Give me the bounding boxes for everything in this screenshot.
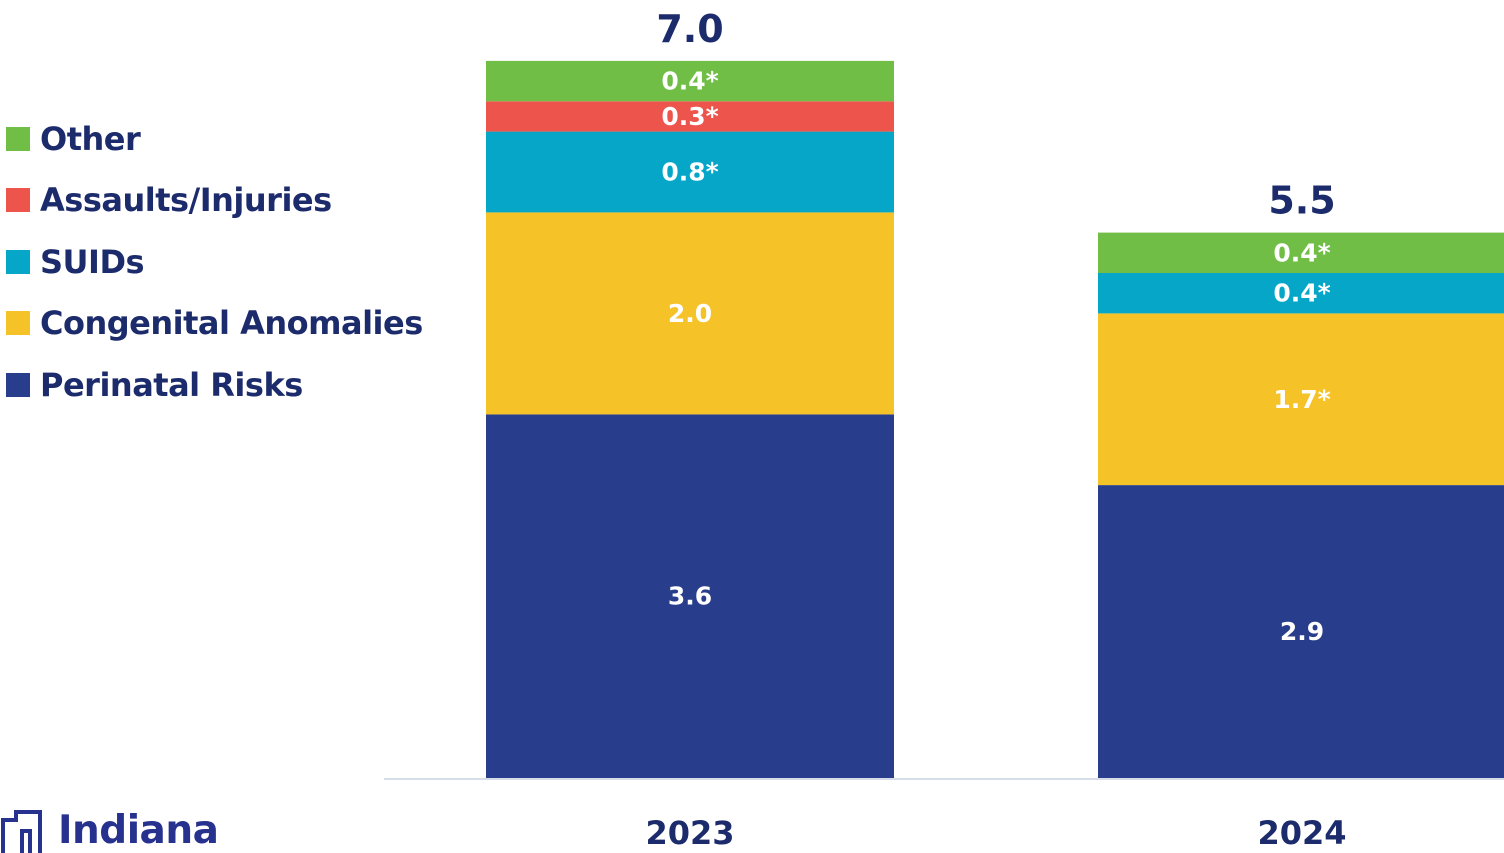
data-label-perinatal-risks-2024: 2.9 [1280, 617, 1324, 646]
legend-item-congenital-anomalies: Congenital Anomalies [6, 293, 423, 355]
bar-segment-other-2024 [1098, 232, 1504, 273]
bar-segment-perinatal-risks-2023 [486, 414, 894, 778]
bar-segment-suids-2024 [1098, 273, 1504, 314]
legend-label-perinatal-risks: Perinatal Risks [40, 365, 303, 404]
data-label-suids-2024: 0.4* [1273, 279, 1330, 308]
legend-item-suids: SUIDs [6, 231, 423, 293]
bar-segment-assaults-injuries-2023 [486, 101, 894, 132]
legend-label-suids: SUIDs [40, 242, 145, 281]
total-label-2024: 5.5 [1268, 179, 1335, 223]
data-label-assaults-injuries-2023: 0.3* [661, 102, 718, 131]
legend-label-other: Other [40, 119, 141, 158]
indiana-logo-text: Indiana [58, 808, 219, 853]
indiana-logo-mark-icon [1, 810, 42, 853]
data-label-perinatal-risks-2023: 3.6 [668, 582, 712, 611]
bar-segment-other-2023 [486, 60, 894, 102]
legend-item-other: Other [6, 108, 423, 170]
legend-label-congenital-anomalies: Congenital Anomalies [40, 304, 423, 343]
legend-swatch-perinatal-risks [6, 372, 30, 397]
legend-swatch-assaults-injuries [6, 188, 30, 213]
x-tick-label-2024: 2024 [1257, 814, 1346, 852]
legend-swatch-other [6, 126, 30, 151]
bar-segment-suids-2023 [486, 131, 894, 213]
data-label-congenital-anomalies-2024: 1.7* [1273, 385, 1330, 414]
legend-label-assaults-injuries: Assaults/Injuries [40, 181, 332, 220]
legend-item-perinatal-risks: Perinatal Risks [6, 354, 423, 416]
indiana-logo: Indiana [0, 808, 219, 853]
bar-segment-perinatal-risks-2024 [1098, 485, 1504, 778]
data-label-suids-2023: 0.8* [661, 158, 718, 187]
legend-swatch-congenital-anomalies [6, 311, 30, 336]
bar-segment-congenital-anomalies-2023 [486, 212, 894, 415]
bar-segment-congenital-anomalies-2024 [1098, 313, 1504, 486]
total-label-2023: 7.0 [656, 7, 723, 51]
data-label-congenital-anomalies-2023: 2.0 [668, 299, 712, 328]
legend-swatch-suids [6, 249, 30, 274]
data-label-other-2023: 0.4* [661, 67, 718, 96]
legend: Other Assaults/Injuries SUIDs Congenital An… [6, 108, 423, 416]
x-tick-label-2023: 2023 [645, 814, 734, 852]
data-label-other-2024: 0.4* [1273, 238, 1330, 267]
legend-item-assaults-injuries: Assaults/Injuries [6, 170, 423, 232]
